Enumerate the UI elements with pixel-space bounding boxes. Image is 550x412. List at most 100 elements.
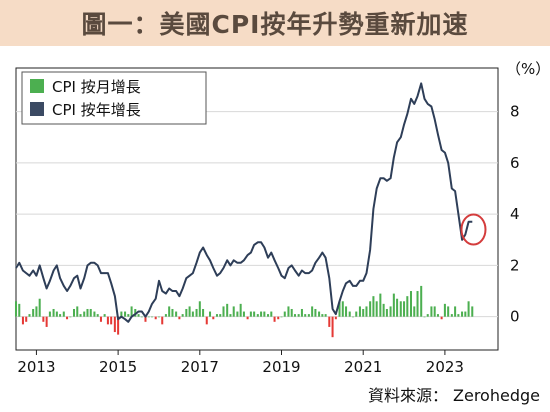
mom-bar bbox=[144, 316, 147, 322]
legend-label-mom: CPI 按月增長 bbox=[52, 78, 141, 96]
mom-bar bbox=[423, 316, 426, 318]
mom-bar bbox=[293, 314, 297, 317]
mom-bar bbox=[127, 314, 130, 317]
mom-bar bbox=[83, 311, 86, 317]
mom-bar bbox=[178, 316, 181, 320]
mom-bar bbox=[137, 314, 140, 317]
mom-bar bbox=[331, 316, 334, 338]
mom-bar bbox=[232, 306, 235, 317]
mom-bar bbox=[416, 291, 419, 317]
mom-bar bbox=[433, 306, 436, 317]
mom-bar bbox=[406, 296, 409, 317]
x-tick-label: 2015 bbox=[99, 358, 137, 376]
mom-bar bbox=[76, 306, 79, 317]
legend: CPI 按月增長 CPI 按年增長 bbox=[21, 71, 207, 125]
y-tick-label: 8 bbox=[510, 103, 520, 121]
mom-bar bbox=[280, 316, 283, 318]
mom-bar bbox=[117, 316, 120, 335]
title-band: 圖一：美國CPI按年升勢重新加速 bbox=[0, 0, 550, 46]
mom-bar bbox=[229, 314, 232, 317]
x-tick-label: 2013 bbox=[17, 358, 55, 376]
y-axis-ticks: 0 2 4 6 8 bbox=[510, 103, 520, 326]
source-note: 資料來源： Zerohedge bbox=[367, 386, 540, 405]
mom-bar bbox=[35, 306, 38, 317]
mom-bar bbox=[191, 311, 194, 317]
mom-bar bbox=[351, 316, 355, 318]
mom-bar bbox=[399, 301, 402, 317]
mom-bar bbox=[270, 311, 273, 317]
mom-bar bbox=[48, 311, 51, 317]
mom-bars bbox=[14, 285, 474, 338]
mom-bar bbox=[355, 311, 358, 317]
mom-bar bbox=[86, 308, 89, 317]
cpi-chart: 0 2 4 6 8 2013 2015 2017 2019 2021 2023 （%） CPI 按… bbox=[14, 60, 550, 376]
mom-bar bbox=[151, 316, 154, 318]
mom-bar bbox=[25, 316, 28, 322]
mom-bar bbox=[409, 291, 413, 317]
mom-bar bbox=[345, 306, 348, 317]
y-unit-label: （%） bbox=[506, 60, 550, 78]
mom-bar bbox=[62, 311, 65, 317]
mom-bar bbox=[96, 314, 99, 317]
y-tick-label: 4 bbox=[510, 205, 520, 223]
legend-box bbox=[21, 71, 207, 125]
mom-bar bbox=[120, 311, 123, 317]
mom-bar bbox=[372, 296, 375, 317]
mom-bar bbox=[226, 303, 229, 317]
mom-bar bbox=[106, 316, 109, 325]
mom-bar bbox=[103, 314, 106, 317]
mom-bar bbox=[79, 314, 82, 317]
x-axis-ticks: 2013 2015 2017 2019 2021 2023 bbox=[17, 350, 464, 376]
mom-bar bbox=[471, 306, 474, 317]
mom-bar bbox=[389, 306, 392, 317]
y-tick-label: 2 bbox=[510, 256, 520, 274]
mom-bar bbox=[222, 306, 225, 317]
mom-bar bbox=[55, 311, 58, 317]
mom-bar bbox=[304, 314, 307, 317]
mom-bar bbox=[311, 306, 314, 317]
mom-bar bbox=[358, 306, 361, 317]
mom-bar bbox=[324, 314, 327, 317]
mom-bar bbox=[59, 314, 62, 317]
mom-bar bbox=[307, 314, 310, 317]
mom-bar bbox=[147, 316, 150, 318]
mom-bar bbox=[436, 314, 439, 317]
mom-bar bbox=[239, 303, 242, 317]
mom-bar bbox=[209, 311, 212, 317]
mom-bar bbox=[369, 301, 372, 317]
mom-bar bbox=[161, 316, 164, 325]
mom-bar bbox=[447, 306, 450, 317]
mom-bar bbox=[246, 316, 249, 320]
mom-bar bbox=[52, 308, 55, 317]
mom-bar bbox=[362, 308, 365, 317]
mom-bar bbox=[42, 316, 45, 322]
mom-bar bbox=[249, 311, 252, 317]
mom-bar bbox=[467, 301, 470, 317]
mom-bar bbox=[385, 308, 388, 317]
mom-bar bbox=[202, 308, 205, 317]
mom-bar bbox=[454, 306, 457, 317]
mom-bar bbox=[450, 314, 453, 317]
mom-bar bbox=[130, 306, 133, 317]
mom-bar bbox=[260, 311, 263, 317]
mom-bar bbox=[99, 316, 102, 322]
mom-bar bbox=[334, 316, 337, 320]
legend-label-yoy: CPI 按年增長 bbox=[52, 101, 141, 119]
mom-bar bbox=[403, 301, 406, 317]
mom-bar bbox=[188, 306, 191, 317]
mom-bar bbox=[283, 311, 286, 317]
mom-bar bbox=[66, 316, 69, 320]
mom-bar bbox=[185, 308, 188, 317]
mom-bar bbox=[21, 316, 24, 325]
mom-bar bbox=[205, 316, 208, 325]
yoy-line bbox=[15, 82, 473, 323]
legend-swatch-yoy bbox=[30, 102, 44, 116]
highlight-circle bbox=[460, 213, 487, 246]
mom-bar bbox=[18, 303, 21, 317]
x-tick-label: 2021 bbox=[344, 358, 382, 376]
mom-bar bbox=[256, 314, 259, 317]
mom-bar bbox=[242, 311, 245, 317]
mom-bar bbox=[443, 303, 446, 317]
mom-bar bbox=[457, 314, 460, 317]
mom-bar bbox=[365, 306, 368, 317]
